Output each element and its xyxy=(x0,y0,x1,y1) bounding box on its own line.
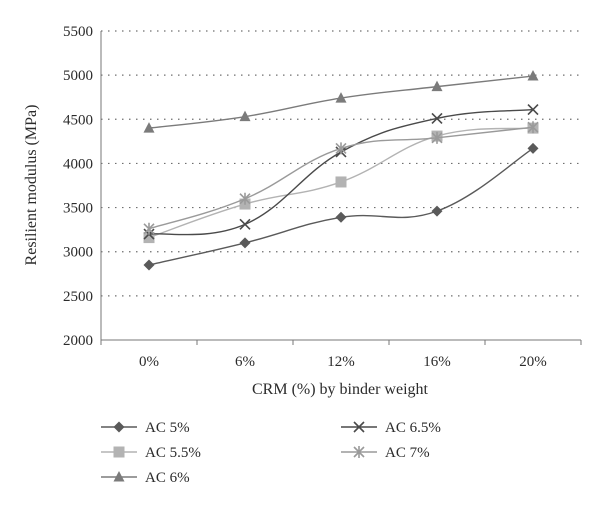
x-tick-label: 0% xyxy=(139,354,159,370)
series-layer xyxy=(143,70,539,271)
x-axis-title: CRM (%) by binder weight xyxy=(252,381,429,398)
legend-label: AC 6% xyxy=(145,470,190,486)
x-tick-labels: 0% 6% 12% 16% 20% xyxy=(139,354,547,370)
axes xyxy=(100,31,582,345)
legend-marker xyxy=(353,421,365,433)
legend-marker xyxy=(113,421,125,433)
data-point xyxy=(527,121,539,134)
data-point xyxy=(431,112,443,124)
data-point xyxy=(143,122,155,133)
data-point xyxy=(239,192,251,205)
y-tick-label: 4500 xyxy=(63,112,93,128)
legend-label: AC 6.5% xyxy=(385,420,441,436)
series-ac-7- xyxy=(143,121,539,235)
legend-item: AC 5% xyxy=(101,420,190,436)
x-tick-label: 20% xyxy=(519,354,547,370)
legend-label: AC 7% xyxy=(385,445,430,461)
x-tick-label: 6% xyxy=(235,354,255,370)
data-point xyxy=(143,232,155,244)
grid xyxy=(101,30,581,297)
data-point xyxy=(143,259,155,271)
legend-label: AC 5.5% xyxy=(145,445,201,461)
y-axis-title: Resilient modulus (MPa) xyxy=(23,105,40,266)
data-point xyxy=(239,110,251,122)
y-tick-label: 3500 xyxy=(63,201,93,217)
legend-marker xyxy=(353,446,365,458)
legend-marker xyxy=(113,446,125,458)
data-point xyxy=(143,222,155,235)
data-point xyxy=(431,80,443,92)
y-tick-label: 2000 xyxy=(63,333,93,349)
x-tick-label: 12% xyxy=(327,354,355,370)
data-point xyxy=(431,205,443,217)
y-tick-label: 4000 xyxy=(63,156,93,172)
series-ac-6- xyxy=(143,70,539,133)
data-point xyxy=(335,176,347,188)
y-tick-label: 2500 xyxy=(63,289,93,305)
y-tick-label: 5500 xyxy=(63,24,93,40)
legend-item: AC 5.5% xyxy=(101,445,201,461)
data-point xyxy=(527,142,539,154)
y-tick-label: 3000 xyxy=(63,245,93,261)
data-point xyxy=(335,211,347,223)
data-point xyxy=(527,104,539,116)
y-tick-label: 5000 xyxy=(63,68,93,84)
legend-marker xyxy=(113,471,125,482)
series-ac-5- xyxy=(143,142,539,271)
data-point xyxy=(239,218,251,230)
x-tick-label: 16% xyxy=(423,354,451,370)
legend-label: AC 5% xyxy=(145,420,190,436)
legend-item: AC 6% xyxy=(101,470,190,486)
data-point xyxy=(335,142,347,155)
data-point xyxy=(431,131,443,144)
data-point xyxy=(239,237,251,249)
y-tick-labels: 2000 2500 3000 3500 4000 4500 5000 5500 xyxy=(63,24,93,349)
legend-item: AC 7% xyxy=(341,445,430,461)
legend: AC 5% AC 5.5% AC 6% AC 6.5% AC 7% xyxy=(101,420,441,486)
legend-item: AC 6.5% xyxy=(341,420,441,436)
data-point xyxy=(335,92,347,103)
data-point xyxy=(527,70,539,81)
series-ac-5-5- xyxy=(143,122,539,244)
series-line xyxy=(148,147,534,266)
